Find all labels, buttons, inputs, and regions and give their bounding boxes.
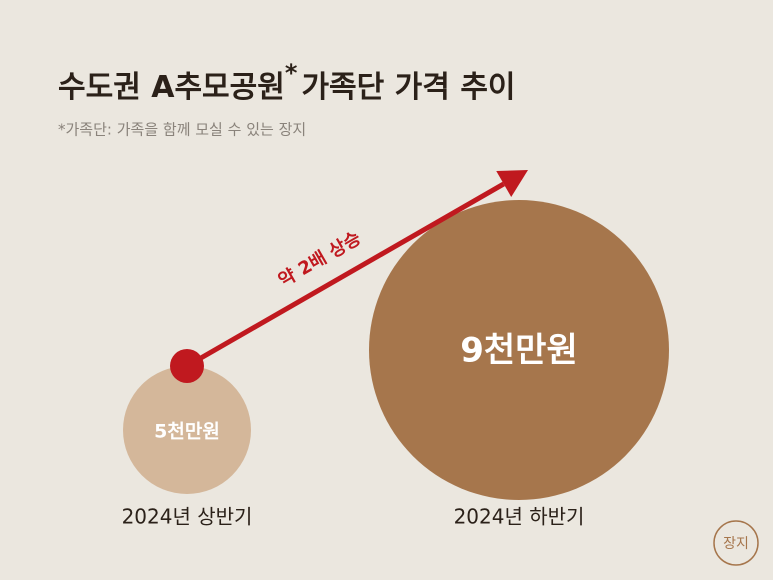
title-mark: * (285, 59, 298, 87)
category-label: 2024년 상반기 (122, 505, 253, 529)
bubble (369, 200, 669, 500)
trend-arrow-line (185, 181, 505, 369)
trend-arrow-head (496, 170, 528, 197)
value-label: 5천만원 (154, 421, 220, 443)
logo: 장지 (713, 520, 759, 566)
chart-subtitle: *가족단: 가족을 함께 모실 수 있는 장지 (58, 121, 306, 139)
title-suffix: 가족단 가격 추이 (301, 70, 515, 105)
chart-title: 수도권 A추모공원* 가족단 가격 추이 (58, 59, 516, 105)
logo-ring (713, 520, 759, 566)
category-label: 2024년 하반기 (454, 505, 585, 529)
logo-text: 장지 (723, 536, 749, 552)
title-main: 수도권 A추모공원 (58, 70, 285, 105)
bubble (123, 366, 251, 494)
value-label: 9천만원 (460, 331, 578, 371)
trend-start-dot (170, 349, 204, 383)
